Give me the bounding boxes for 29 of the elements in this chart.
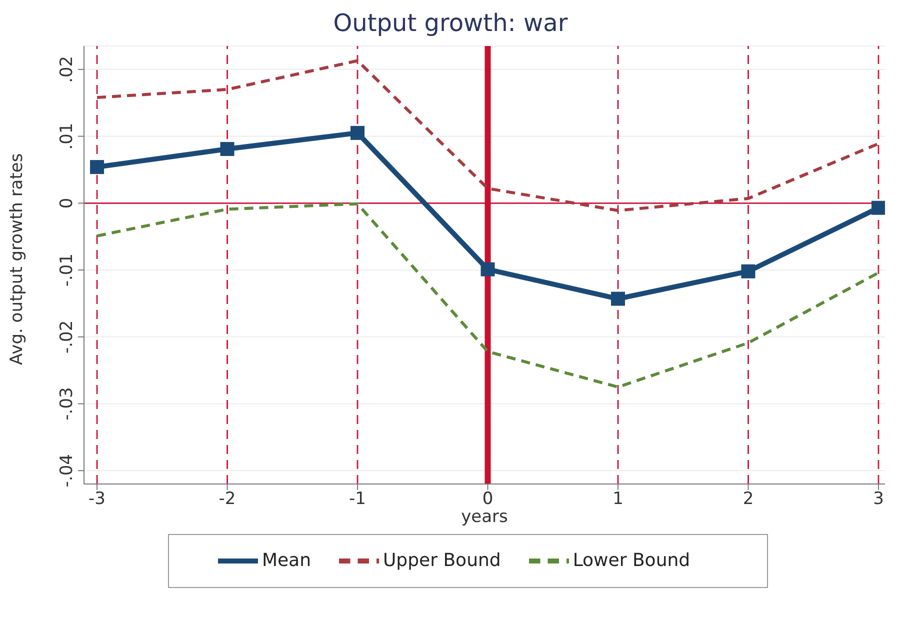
y-tick-label: -.02 bbox=[57, 320, 77, 354]
y-tick-label: -.03 bbox=[57, 387, 77, 420]
x-tick-label: 1 bbox=[612, 489, 624, 510]
point bbox=[90, 160, 104, 174]
x-tick-label: -3 bbox=[88, 489, 106, 510]
legend-label: Upper Bound bbox=[382, 550, 501, 571]
chart-title: Output growth: war bbox=[332, 8, 569, 38]
y-axis-title: Avg. output growth rates bbox=[7, 153, 28, 365]
point bbox=[350, 126, 365, 140]
y-tick-label: -.04 bbox=[57, 454, 77, 488]
line-series bbox=[96, 59, 880, 212]
legend-label: Lower Bound bbox=[572, 550, 690, 571]
x-axis-title: years bbox=[461, 507, 508, 527]
line-series bbox=[96, 202, 880, 389]
x-tick-label: 2 bbox=[742, 489, 754, 510]
x-tick-label: 0 bbox=[482, 489, 494, 510]
point bbox=[741, 264, 756, 278]
legend-label: Mean bbox=[262, 550, 311, 571]
point bbox=[611, 292, 625, 306]
point bbox=[480, 262, 495, 276]
y-tick-label: -.01 bbox=[57, 253, 77, 287]
y-tick-label: .02 bbox=[57, 56, 77, 83]
point bbox=[220, 142, 234, 156]
x-tick-label: -1 bbox=[349, 489, 366, 510]
x-tick-label: -2 bbox=[218, 489, 236, 510]
y-tick-label: 0 bbox=[57, 198, 77, 209]
point bbox=[871, 200, 885, 215]
y-tick-label: .01 bbox=[57, 122, 77, 150]
x-tick-label: 3 bbox=[873, 489, 884, 510]
